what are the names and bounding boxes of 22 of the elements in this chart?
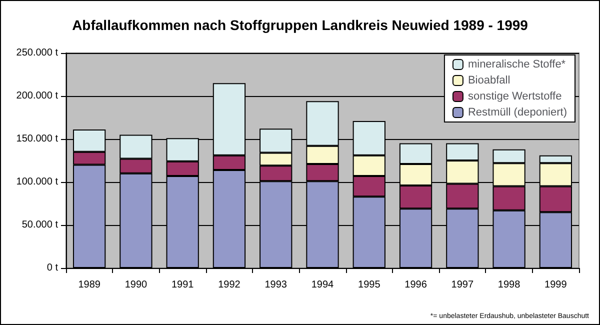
x-tick-label: 1990 [124,280,148,290]
x-tick-label: 1996 [404,280,428,290]
legend-label: Restmüll (deponiert) [468,106,568,118]
x-tick-label: 1999 [544,280,568,290]
y-tick-label: 200.000 t [16,90,58,102]
x-tick-label: 1994 [311,280,334,290]
chart-title: Abfallaufkommen nach Stoffgruppen Landkreis Neuwied 1989 - 1999 [72,17,528,33]
x-tick-label: 1997 [451,280,474,290]
legend-label: Bioabfall [468,74,510,86]
legend-label: mineralische Stoffe* [468,58,566,70]
y-tick-label: 100.000 t [16,176,58,188]
x-tick-label: 1991 [171,280,194,290]
legend-label: sonstige Wertstoffe [468,90,562,102]
y-tick-label: 50.000 t [22,220,58,230]
x-tick-label: 1993 [264,280,288,290]
x-tick-label: 1989 [78,280,101,290]
x-tick-label: 1992 [218,280,241,290]
y-tick-label: 0 t [46,262,58,274]
x-tick-label: 1995 [358,280,381,290]
y-tick-label: 150.000 t [16,134,58,144]
x-tick-label: 1998 [498,280,521,290]
y-tick-label: 250.000 t [16,48,58,58]
